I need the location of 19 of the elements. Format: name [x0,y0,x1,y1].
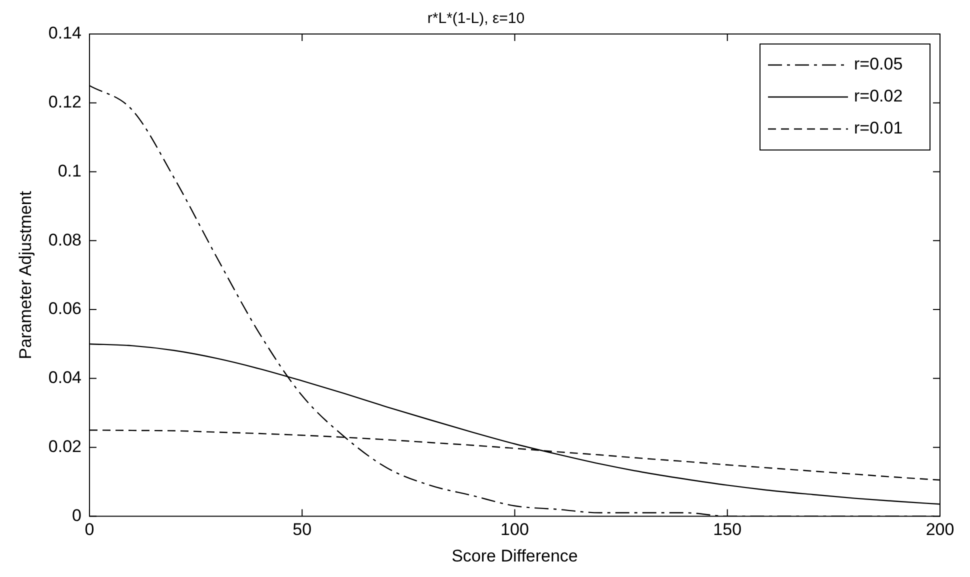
y-tick-label: 0 [72,506,82,525]
chart-title: r*L*(1-L), ε=10 [427,10,525,28]
x-tick-label: 100 [500,520,529,540]
x-tick-label: 150 [713,520,742,540]
legend-label: r=0.02 [854,86,903,106]
y-tick-label: 0.12 [48,92,82,112]
legend-label: r=0.05 [854,54,903,74]
y-tick-label: 0.02 [48,437,82,456]
y-axis-title: Parameter Adjustment [16,190,35,360]
y-tick-label: 0.08 [48,230,82,250]
y-tick-label: 0.04 [48,368,82,388]
y-tick-label: 0.14 [48,24,82,43]
x-axis-title: Score Difference [452,546,578,566]
x-tick-label: 200 [926,520,954,540]
x-tick-label: 50 [292,520,312,540]
x-tick-label: 0 [84,520,94,540]
y-tick-label: 0.1 [58,161,82,180]
y-tick-label: 0.06 [48,299,82,318]
legend-label: r=0.01 [854,118,903,138]
